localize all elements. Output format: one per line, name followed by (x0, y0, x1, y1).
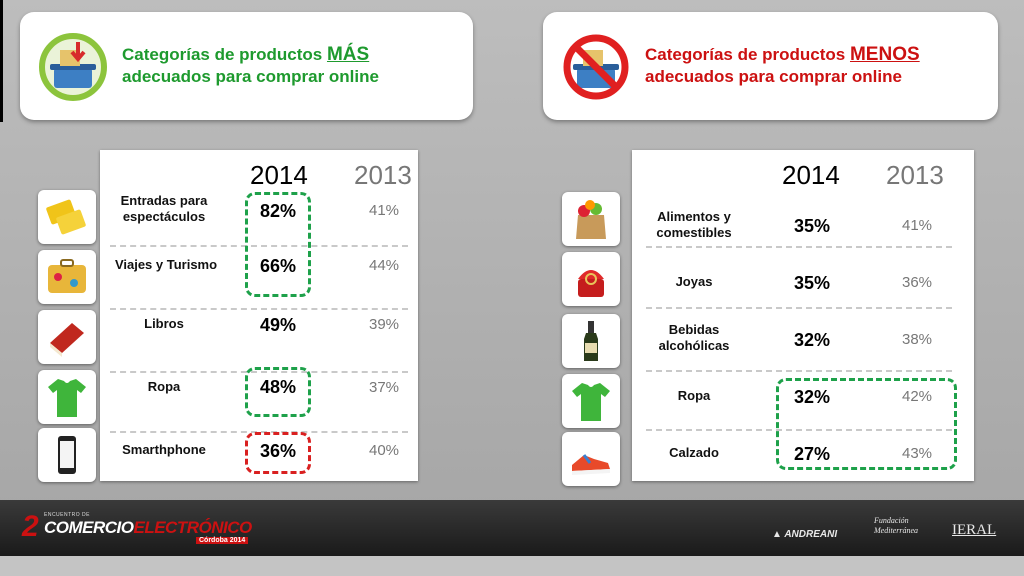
event-logo-number: 2 (22, 510, 39, 543)
value-2013: 43% (901, 445, 933, 462)
category-label: Calzado (669, 445, 719, 460)
ieral-logo: IERAL (952, 522, 997, 538)
suitcase-icon (38, 250, 96, 304)
value-2013: 42% (901, 388, 933, 405)
category-label: Smarthphone (122, 442, 206, 457)
andreani-logo: ▲ ANDREANI (772, 529, 838, 540)
less-suitable-header-card: Categorías de productos MENOS adecuados … (543, 12, 998, 120)
value-2014: 32% (793, 387, 831, 407)
event-logo: COMERCIOELECTRÓNICO (44, 518, 252, 537)
value-2013: 39% (368, 316, 400, 333)
category-label: Ropa (147, 379, 181, 394)
value-2013: 36% (901, 274, 933, 291)
row-separator (646, 370, 952, 372)
category-label: Joyas (675, 274, 713, 289)
grocery-bag-icon (562, 192, 620, 246)
fundacion-mediterranea-logo: Fundación Mediterránea (874, 516, 918, 535)
highlight-box-green (776, 378, 957, 470)
row-separator (110, 308, 408, 310)
value-2013: 40% (368, 442, 400, 459)
value-2014: 48% (259, 377, 297, 397)
value-2014: 82% (259, 201, 297, 221)
tickets-icon (38, 190, 96, 244)
category-label: Bebidas alcohólicas (658, 322, 730, 353)
category-label: Alimentos y comestibles (656, 209, 732, 240)
highlight-box-red (245, 432, 311, 474)
value-2014: 66% (259, 256, 297, 276)
category-label: Libros (144, 316, 184, 331)
more-suitable-table: 2014 2013 Entradas para espectáculos 82%… (100, 150, 418, 481)
value-2014: 49% (259, 315, 297, 335)
row-separator (110, 371, 408, 373)
value-2013: 41% (368, 202, 400, 219)
tshirt-icon (562, 374, 620, 428)
category-label: Ropa (677, 388, 711, 403)
book-icon (38, 310, 96, 364)
highlight-box-green (245, 367, 311, 417)
value-2013: 38% (901, 331, 933, 348)
highlight-box-green (245, 192, 311, 297)
value-2013: 44% (368, 257, 400, 274)
value-2013: 37% (368, 379, 400, 396)
smartphone-icon (38, 428, 96, 482)
footer-bar (0, 500, 1024, 556)
ring-box-icon (562, 252, 620, 306)
value-2014: 35% (793, 216, 831, 236)
more-suitable-title: Categorías de productos MÁS adecuados pa… (122, 44, 379, 86)
sneaker-icon (562, 432, 620, 486)
row-separator (646, 246, 952, 248)
row-separator (646, 307, 952, 309)
basket-prohibited-icon (561, 32, 631, 102)
more-suitable-header-card: Categorías de productos MÁS adecuados pa… (20, 12, 473, 120)
wine-bottle-icon (562, 314, 620, 368)
less-suitable-table: 2014 2013 Alimentos y comestibles 35% 41… (632, 150, 974, 481)
year-2013-header: 2013 (886, 160, 944, 190)
year-2013-header: 2013 (354, 160, 412, 190)
event-logo-superscript: ENCUENTRO DE (44, 512, 91, 518)
category-label: Entradas para espectáculos (120, 193, 208, 224)
value-2014: 35% (793, 273, 831, 293)
year-2014-header: 2014 (250, 160, 308, 190)
row-separator (110, 245, 408, 247)
event-logo-city: Córdoba 2014 (196, 537, 249, 544)
footer-shadow (0, 556, 1024, 576)
value-2014: 32% (793, 330, 831, 350)
value-2014: 36% (259, 441, 297, 461)
value-2013: 41% (901, 217, 933, 234)
row-separator (646, 429, 952, 431)
andreani-mark-icon: ▲ (772, 529, 782, 540)
left-edge-rule (0, 0, 3, 122)
basket-check-icon (38, 32, 108, 102)
year-2014-header: 2014 (782, 160, 840, 190)
less-suitable-title: Categorías de productos MENOS adecuados … (645, 44, 920, 86)
tshirt-icon (38, 370, 96, 424)
category-label: Viajes y Turismo (114, 257, 218, 272)
value-2014: 27% (793, 444, 831, 464)
